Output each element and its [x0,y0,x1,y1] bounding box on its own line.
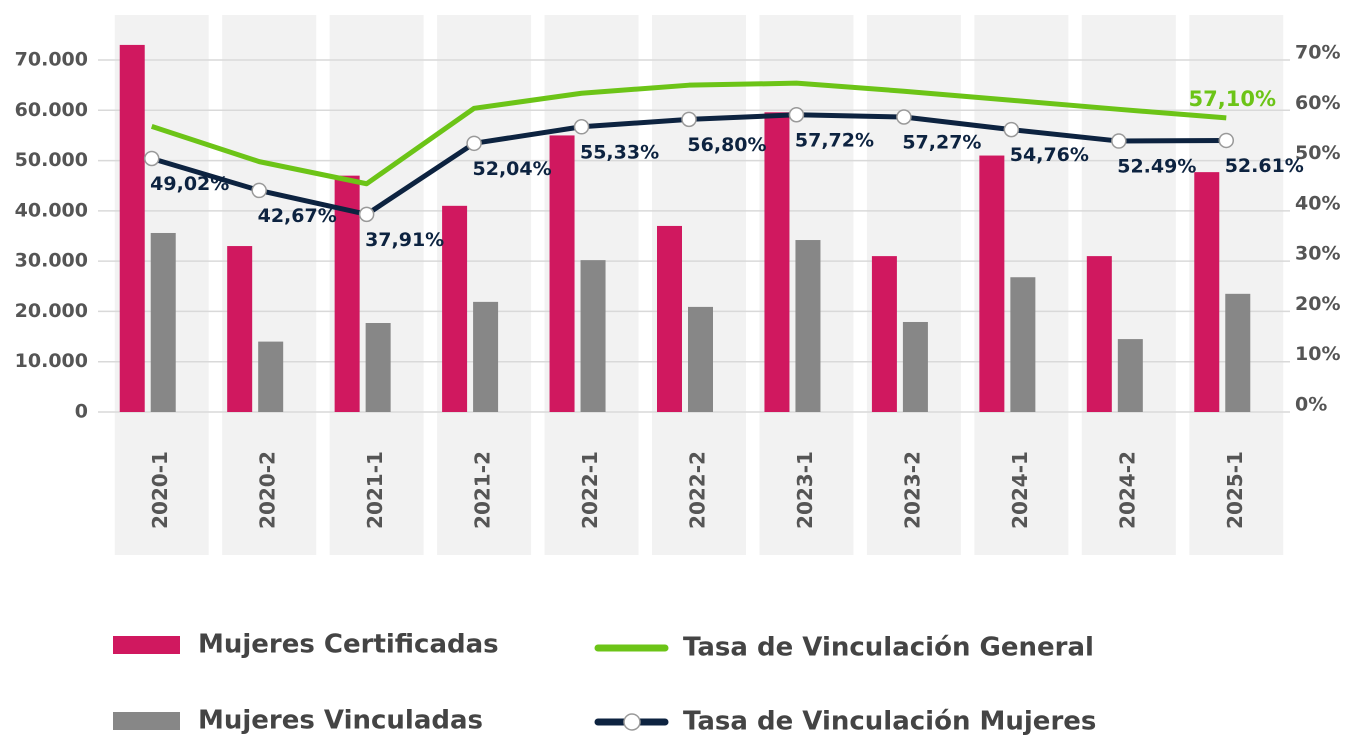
bar [258,341,284,412]
y-tick-label: 20.000 [15,300,88,322]
legend-swatch [113,636,180,654]
line-marker [1003,121,1020,138]
bar [442,205,468,412]
x-tick-label: 2020-1 [148,451,172,529]
bar [1010,277,1036,412]
x-tick-label: 2023-1 [793,451,817,529]
y2-tick-label: 60% [1295,92,1340,114]
y2-tick-label: 70% [1295,42,1340,64]
y-tick-label: 40.000 [15,199,88,221]
data-label: 49,02% [150,173,229,195]
x-tick-label: 2021-1 [363,451,387,529]
legend-label: Mujeres Vinculadas [198,706,483,736]
y-tick-label: 70.000 [15,49,88,71]
legend-swatch [113,712,180,730]
x-tick-label: 2023-2 [900,451,924,529]
y2-tick-label: 30% [1295,243,1340,265]
bar [1086,256,1112,412]
bar [1225,293,1251,412]
y-tick-label: 10.000 [15,350,88,372]
data-label: 54,76% [1010,144,1089,166]
legend-marker [623,713,641,731]
data-label: 57,27% [902,132,981,154]
bar [227,246,253,412]
bar [150,232,176,412]
bar [902,321,928,412]
y2-tick-label: 10% [1295,343,1340,365]
y-tick-label: 50.000 [15,149,88,171]
bar [580,260,606,412]
x-tick-label: 2024-2 [1115,451,1139,529]
data-label: 37,91% [365,229,444,251]
line-marker [896,109,912,125]
data-label: 52.61% [1225,155,1304,177]
y2-tick-label: 40% [1295,192,1340,214]
bar [119,44,145,413]
line-marker [788,107,805,123]
line [150,80,1227,187]
bar [688,306,713,412]
legend-label: Tasa de Vinculación General [683,633,1094,663]
data-label: 57,10% [1189,87,1276,111]
y2-tick-label: 0% [1295,394,1327,416]
y2-tick-label: 50% [1295,142,1340,164]
x-tick-label: 2024-1 [1008,451,1032,529]
line-marker [573,119,590,135]
x-tick-label: 2022-1 [578,451,602,529]
data-label: 57,72% [795,129,874,151]
y-tick-label: 30.000 [15,250,88,272]
bar [764,112,790,412]
y2-tick-label: 20% [1295,293,1340,315]
x-tick-label: 2020-2 [256,451,280,529]
bar [1194,172,1220,412]
line-marker [143,150,160,167]
bar [1117,339,1143,412]
data-label: 52.49% [1117,156,1196,178]
legend-label: Tasa de Vinculación Mujeres [683,707,1096,737]
data-label: 56,80% [687,134,766,156]
bar [365,322,391,412]
bar [979,155,1005,413]
bar [334,175,360,412]
data-label: 52,04% [473,158,552,180]
data-label: 42,67% [258,205,337,227]
line-marker [681,111,697,128]
line-marker [466,135,482,152]
line-marker [251,182,267,199]
data-label: 55,33% [580,141,659,163]
bar [795,240,821,412]
line-marker [1218,132,1235,149]
line-marker [1111,133,1127,149]
y-tick-label: 0 [75,401,88,423]
x-tick-label: 2022-2 [686,451,710,529]
line-marker [358,206,375,223]
bar [549,135,575,412]
bar [657,225,682,412]
y-tick-label: 60.000 [15,99,88,121]
x-tick-label: 2021-2 [471,451,495,529]
bar [473,301,499,412]
x-tick-label: 2025-1 [1223,451,1247,529]
legend-label: Mujeres Certificadas [198,630,499,660]
bar [871,256,897,412]
